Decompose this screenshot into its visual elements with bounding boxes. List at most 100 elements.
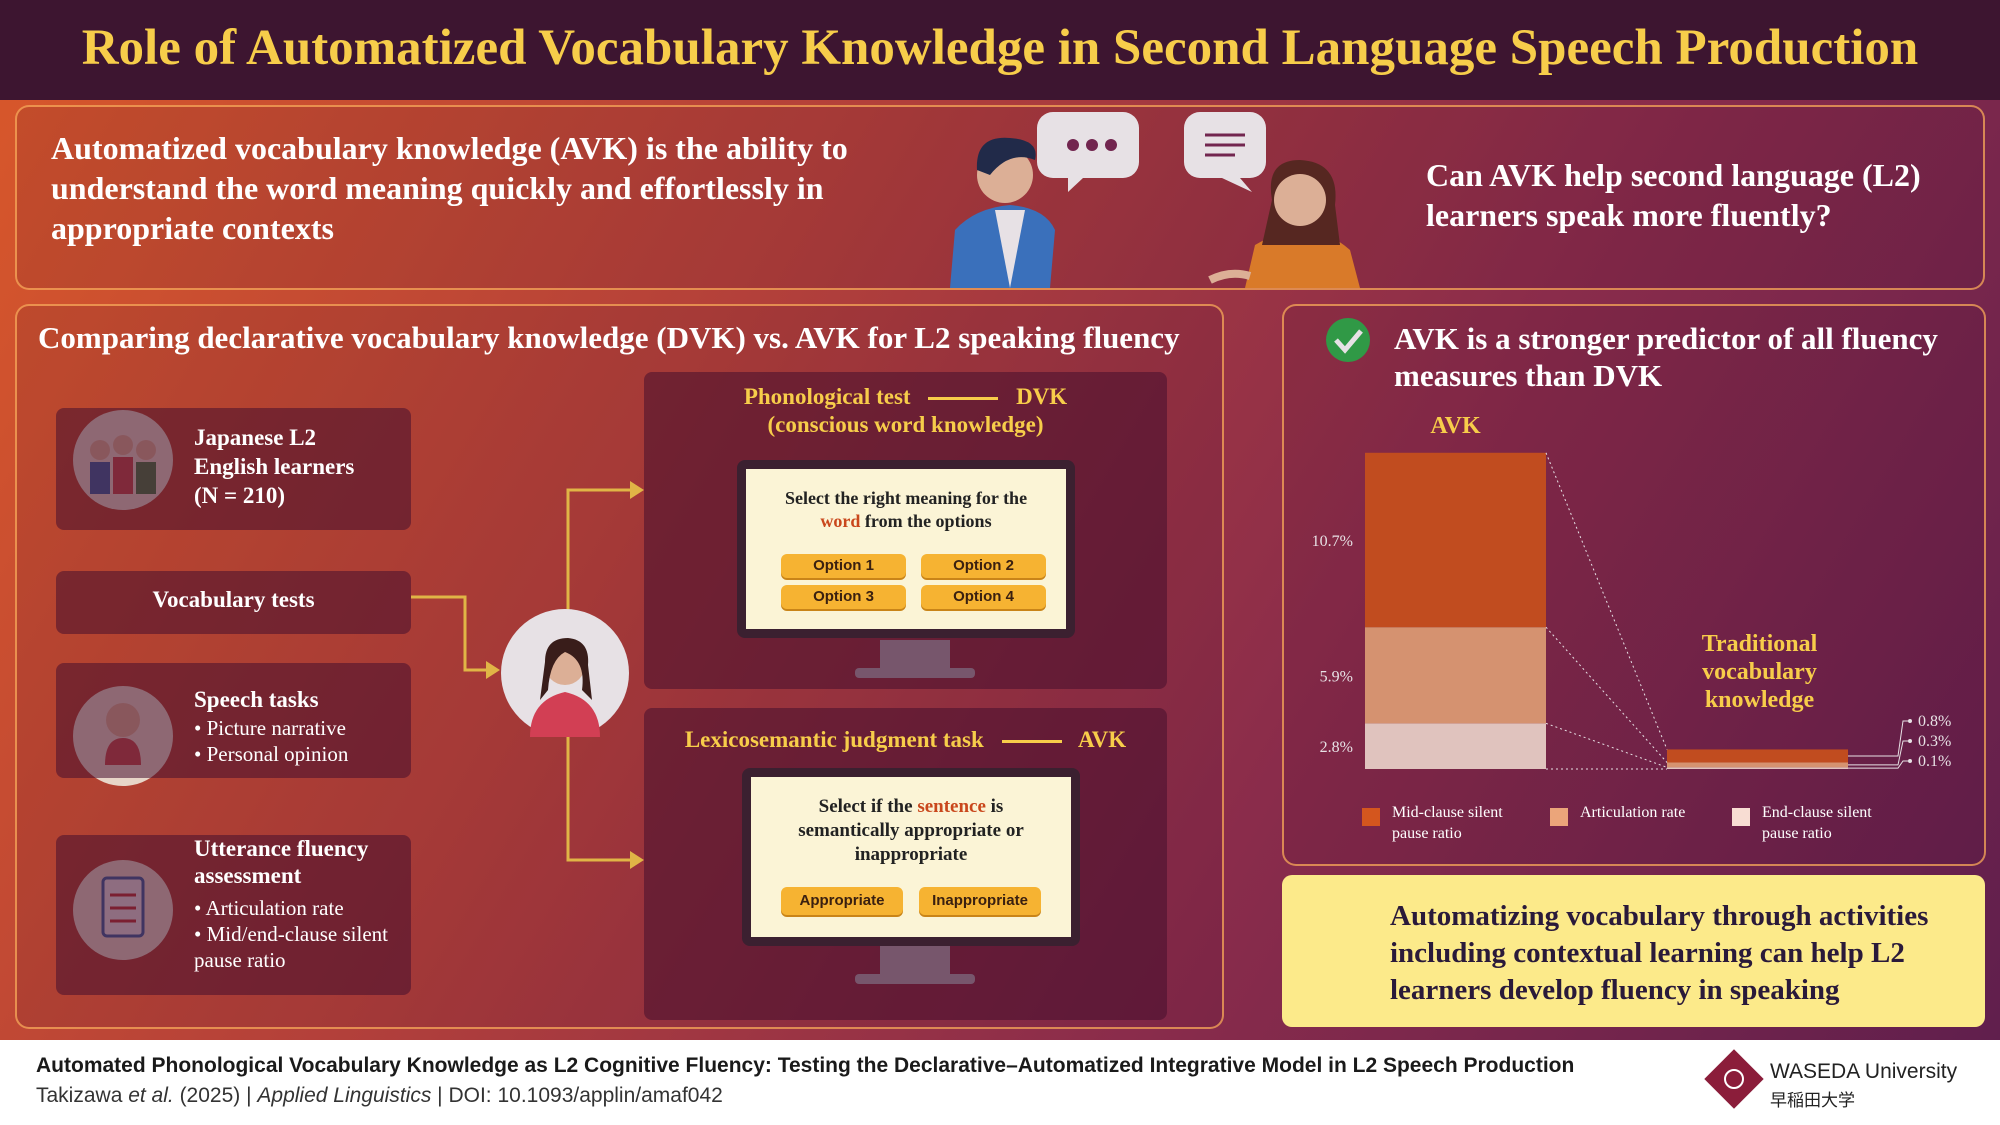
connector — [1545, 626, 1668, 763]
value-label: 5.9% — [1320, 668, 1353, 685]
test2-label: Lexicosemantic judgment task AVK — [644, 726, 1167, 754]
assessment-item: Articulation rate — [194, 895, 394, 921]
conclusion: Automatizing vocabulary through activiti… — [1390, 900, 1929, 1006]
speech-list: Picture narrativePersonal opinion — [194, 715, 404, 767]
test2-target: AVK — [1078, 727, 1127, 752]
institution: WASEDA University — [1770, 1060, 1958, 1083]
monitor-2: Select if the sentence is semantically a… — [742, 768, 1080, 946]
citation-part: Applied Linguistics — [257, 1084, 432, 1107]
prompt-highlight: sentence — [917, 796, 986, 817]
bar-segment — [1667, 749, 1848, 763]
test2-prompt: Select if the sentence is semantically a… — [781, 795, 1041, 867]
test1-label: Phonological test DVK (conscious word kn… — [644, 383, 1167, 439]
speech-item: Picture narrative — [194, 715, 404, 741]
waseda-logo — [1704, 1049, 1764, 1109]
prompt-highlight: word — [820, 511, 861, 531]
legend-swatch — [1550, 808, 1568, 826]
bar-segment — [1365, 452, 1546, 628]
legend: Mid-clause silent pause ratio Articulatio… — [1362, 802, 1962, 852]
assessment-list: Articulation rateMid/end-clause silent p… — [194, 895, 394, 973]
prompt-text: from the options — [864, 511, 992, 531]
speech-item: Personal opinion — [194, 741, 404, 767]
citation-part: | DOI: 10.1093/applin/amaf042 — [431, 1084, 723, 1107]
option-button[interactable]: Option 2 — [921, 554, 1046, 578]
title-bar — [0, 0, 2000, 100]
method-heading: Comparing declarative vocabulary knowled… — [38, 320, 1180, 355]
vocab-tests-box — [56, 571, 411, 634]
prompt-text: Select the right meaning for the — [784, 488, 1028, 508]
legend-label: End-clause silent pause ratio — [1762, 804, 1872, 842]
value-label: 10.7% — [1312, 533, 1353, 550]
assessment-title: Utterance fluency assessment — [194, 836, 369, 888]
option-button[interactable]: Option 4 — [921, 585, 1046, 609]
woman-illustration — [1208, 160, 1360, 288]
value-label: 2.8% — [1320, 739, 1353, 756]
connector — [1545, 452, 1668, 750]
legend-swatch — [1732, 808, 1750, 826]
question: Can AVK help second language (L2) learne… — [1426, 157, 1921, 233]
connector — [1545, 722, 1668, 768]
monitor-1: Select the right meaning for the word fr… — [737, 460, 1075, 638]
arrow — [928, 397, 999, 401]
conclusion-box — [1282, 875, 1985, 1027]
arrow-heads — [486, 481, 644, 869]
prompt-text: Select if the — [818, 796, 913, 817]
answer-button[interactable]: Inappropriate — [919, 887, 1041, 915]
footer-bar — [0, 1040, 2000, 1125]
category-label: Traditional vocabulary knowledge — [1701, 631, 1818, 713]
label-leader — [1848, 740, 1908, 766]
citation-part: et al. — [128, 1084, 174, 1107]
definition: Automatized vocabulary knowledge (AVK) i… — [51, 130, 848, 246]
label-leader — [1848, 720, 1908, 757]
speech-title: Speech tasks — [194, 687, 319, 712]
test1-name: Phonological test — [743, 384, 911, 409]
label-dot — [1908, 739, 1912, 743]
answer-button[interactable]: Appropriate — [781, 887, 903, 915]
legend-label: Mid-clause silent pause ratio — [1392, 804, 1503, 842]
prompt-text: is semantically appropriate or inappropr… — [798, 796, 1024, 865]
bar-segment — [1365, 627, 1546, 724]
bar-segment — [1365, 723, 1546, 769]
result-heading: AVK is a stronger predictor of all fluen… — [1394, 321, 1938, 393]
legend-swatch — [1362, 808, 1380, 826]
label-leader — [1848, 760, 1908, 769]
test1-note: (conscious word knowledge) — [767, 412, 1044, 437]
participants: Japanese L2 English learners (N = 210) — [194, 425, 355, 508]
arrow — [1001, 740, 1062, 744]
option-button[interactable]: Option 1 — [781, 554, 906, 578]
result-panel — [1282, 304, 1986, 866]
man-illustration — [950, 137, 1055, 288]
citation-part: Takizawa — [36, 1084, 129, 1107]
test1-prompt: Select the right meaning for the word fr… — [766, 487, 1046, 533]
test2-name: Lexicosemantic judgment task — [684, 727, 984, 752]
label-dot — [1908, 759, 1912, 763]
speech-bubbles — [1037, 112, 1266, 192]
category-label: AVK — [1430, 413, 1481, 439]
value-label: 0.1% — [1918, 753, 1951, 770]
paper-title: Automated Phonological Vocabulary Knowle… — [36, 1054, 1575, 1077]
citation-part: (2025) | — [173, 1084, 258, 1107]
citation: Takizawa et al. (2025) | Applied Linguis… — [36, 1084, 723, 1108]
option-button[interactable]: Option 3 — [781, 585, 906, 609]
chart: 2.8% 5.9% 10.7% 0.1% 0.3% 0.8% — [1312, 452, 1951, 770]
label-dot — [1908, 719, 1912, 723]
student-illustration — [530, 638, 600, 737]
bar-segment — [1667, 762, 1848, 768]
vocab-tests: Vocabulary tests — [152, 587, 315, 612]
participants-box — [56, 408, 411, 530]
value-label: 0.8% — [1918, 713, 1951, 730]
assessment: Utterance fluency assessment Articulatio… — [194, 835, 394, 973]
title: Role of Automatized Vocabulary Knowledge… — [81, 20, 1919, 76]
bar-segment — [1667, 767, 1848, 769]
check-icon — [1326, 318, 1370, 362]
check-mark — [1334, 329, 1363, 354]
assessment-item: Mid/end-clause silent pause ratio — [194, 921, 394, 973]
legend-label: Articulation rate — [1580, 804, 1686, 821]
test1-target: DVK — [1016, 384, 1068, 409]
speech-tasks: Speech tasks Picture narrativePersonal o… — [194, 685, 404, 767]
institution-jp: 早稲田大学 — [1770, 1091, 1855, 1110]
intro-panel — [15, 105, 1985, 290]
